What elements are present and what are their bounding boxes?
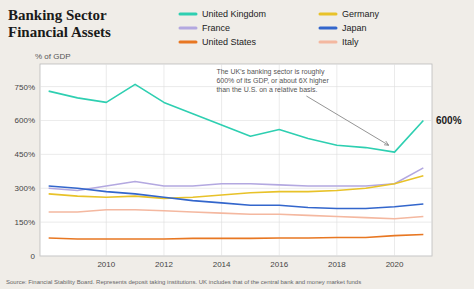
lines [49, 84, 424, 239]
y-grid-line [40, 222, 432, 223]
title-line: Financial Assets [8, 24, 111, 40]
y-tick-label: 300% [15, 184, 35, 193]
title: Banking SectorFinancial Assets [8, 7, 111, 40]
x-grid-line [394, 64, 395, 256]
x-tick-label: 2016 [270, 260, 288, 269]
annotation-line: than the U.S. on a relative basis. [216, 86, 317, 93]
legend-label: United Kingdom [202, 9, 266, 19]
annotation-arrow [306, 96, 388, 145]
y-tick-label: 450% [15, 150, 35, 159]
series-line [49, 176, 424, 199]
x-tick-label: 2018 [328, 260, 346, 269]
y-grid-line [40, 256, 432, 257]
x-tick-label: 2020 [386, 260, 404, 269]
annotation: The UK’s banking sector is roughly600% o… [216, 68, 329, 93]
x-grid-line [106, 64, 107, 256]
legend-item: Japan [320, 23, 367, 33]
legend-swatch [320, 13, 336, 16]
series-line [49, 235, 424, 240]
annotation-line: 600% of its GDP, or about 6X higher [216, 77, 329, 85]
series-line [49, 210, 424, 219]
legend-label: Germany [342, 9, 380, 19]
legend-label: France [202, 23, 230, 33]
plot-frame [40, 64, 432, 256]
y-tick-label: 600% [15, 116, 35, 125]
legend-item: United States [180, 37, 257, 47]
legend-swatch [180, 13, 196, 16]
legend-label: Japan [342, 23, 367, 33]
y-grid-line [40, 154, 432, 155]
legend-label: United States [202, 37, 257, 47]
legend-item: Italy [320, 37, 359, 47]
series-line [49, 84, 424, 152]
chart: Banking SectorFinancial Assets United Kin… [0, 0, 474, 289]
legend-swatch [320, 27, 336, 30]
legend-item: France [180, 23, 230, 33]
x-tick-label: 2010 [97, 260, 115, 269]
legend-item: Germany [320, 9, 380, 19]
legend-swatch [320, 41, 336, 44]
x-tick-label: 2014 [213, 260, 231, 269]
annotation-line: The UK’s banking sector is roughly [216, 68, 325, 76]
legend-swatch [180, 41, 196, 44]
legend-item: United Kingdom [180, 9, 266, 19]
x-tick-label: 2012 [155, 260, 173, 269]
title-line: Banking Sector [8, 7, 107, 23]
y-tick-label: 750% [15, 83, 35, 92]
x-grid-line [336, 64, 337, 256]
y-tick-label: 150% [15, 218, 35, 227]
y-axis-label: % of GDP [35, 52, 71, 61]
series-line [49, 186, 424, 209]
legend-swatch [180, 27, 196, 30]
series-line [49, 168, 424, 191]
grid [40, 64, 432, 256]
background [0, 0, 474, 289]
y-tick-label: 0 [31, 252, 36, 261]
y-grid-line [40, 120, 432, 121]
legend-label: Italy [342, 37, 359, 47]
source: Source: Financial Stability Board. Repre… [6, 279, 361, 285]
x-grid-line [163, 64, 164, 256]
value-callout: 600% [436, 115, 462, 126]
